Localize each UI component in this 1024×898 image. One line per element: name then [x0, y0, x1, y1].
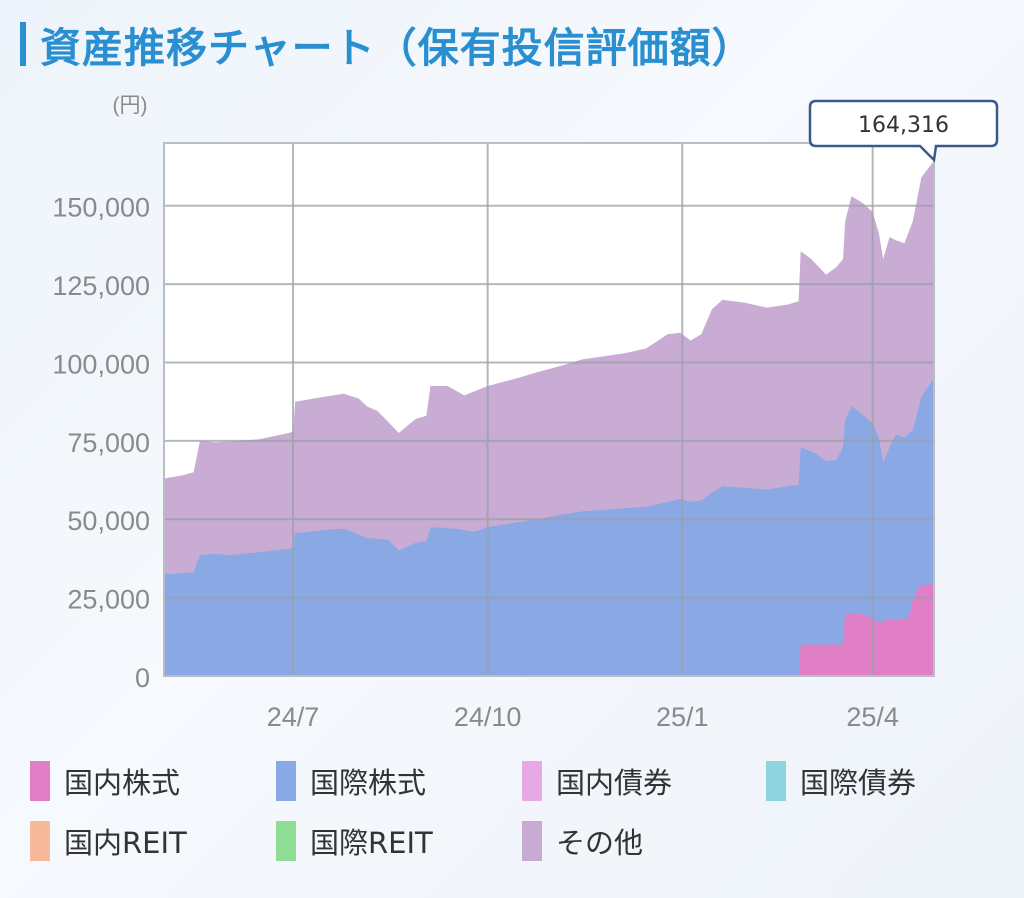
legend-swatch [30, 761, 50, 801]
legend-label: 国内債券 [556, 766, 673, 800]
legend-label: 国内株式 [64, 766, 181, 800]
legend-label: その他 [556, 826, 644, 860]
y-tick-label: 0 [135, 663, 150, 693]
y-tick-label: 125,000 [52, 271, 150, 301]
legend-swatch [276, 761, 296, 801]
page-title: 資産推移チャート（保有投信評価額） [40, 24, 754, 72]
legend-swatch [30, 821, 50, 861]
legend-item: 国内債券 [522, 760, 672, 802]
area-国内株式 [798, 583, 934, 676]
x-tick-label: 24/7 [267, 702, 320, 732]
legend-swatch [522, 761, 542, 801]
legend-item: 国際債券 [766, 760, 916, 802]
value-tooltip [808, 99, 999, 163]
y-tick-label: 25,000 [67, 585, 150, 615]
chart-legend: 国内株式 国際株式 国内債券 国際債券国内REIT 国際REIT その他 [0, 748, 1024, 898]
legend-swatch [276, 821, 296, 861]
y-tick-label: 150,000 [52, 193, 150, 223]
legend-label: 国際REIT [310, 826, 433, 860]
legend-item: 国内株式 [30, 760, 180, 802]
y-tick-label: 50,000 [67, 506, 150, 536]
y-unit-label: (円) [113, 94, 148, 117]
legend-label: 国内REIT [64, 826, 187, 860]
x-tick-label: 25/1 [656, 702, 709, 732]
legend-swatch [522, 821, 542, 861]
legend-item: 国際株式 [276, 760, 426, 802]
legend-item: その他 [522, 820, 643, 862]
x-tick-label: 25/4 [846, 702, 899, 732]
value-tooltip-text: 164,316 [858, 113, 949, 138]
legend-item: 国内REIT [30, 820, 187, 862]
plot-frame [163, 142, 935, 677]
title-accent-bar [20, 22, 26, 66]
legend-item: 国際REIT [276, 820, 433, 862]
y-tick-label: 100,000 [52, 349, 150, 379]
asset-chart: 0 25,000 50,000 75,000 100,000 125,000 150,000… [52, 94, 999, 732]
legend-swatch [766, 761, 786, 801]
legend-label: 国際株式 [310, 766, 427, 800]
x-tick-label: 24/10 [454, 702, 522, 732]
legend-label: 国際債券 [800, 766, 917, 800]
area-国際株式 [164, 378, 934, 676]
y-tick-label: 75,000 [67, 428, 150, 458]
